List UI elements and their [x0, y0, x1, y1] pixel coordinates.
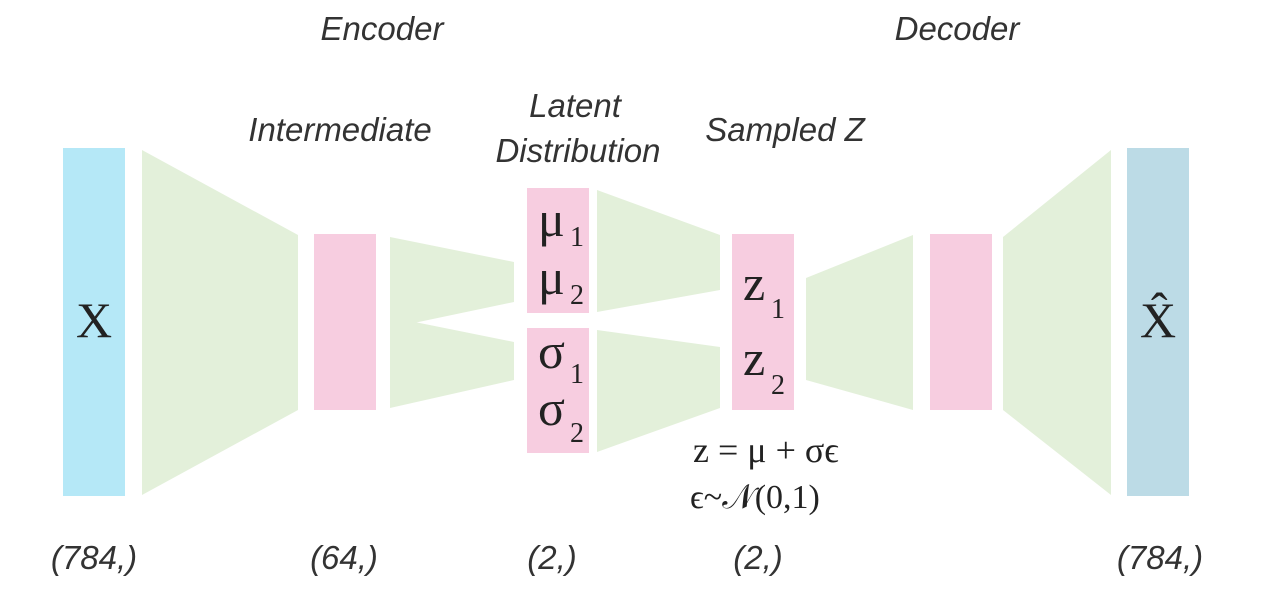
sigma-1-subscript: 1: [570, 359, 584, 390]
latent-label-line1: Latent: [529, 87, 623, 124]
sigma-1-label: σ 1: [538, 323, 584, 390]
intermediate-label: Intermediate: [248, 111, 431, 148]
latent-label-line2: Distribution: [495, 132, 660, 169]
z-1-subscript: 1: [771, 294, 785, 325]
decoder-intermediate-block: [930, 234, 992, 410]
input-symbol: X: [76, 292, 112, 348]
funnel-z-to-decoder-intermediate: [806, 235, 913, 410]
z-1-symbol: z: [743, 255, 765, 311]
sigma-2-subscript: 2: [570, 418, 584, 449]
reparam-equation: z = μ + σϵ: [693, 430, 839, 470]
z-1-label: z 1: [743, 255, 785, 325]
epsilon-distribution: ϵ~𝒩(0,1): [690, 479, 820, 516]
sampled-z-label: Sampled Z: [705, 111, 866, 148]
funnel-input-to-intermediate: [142, 150, 298, 495]
encoder-label: Encoder: [321, 10, 446, 47]
funnel-intermediate-to-sigma: [390, 317, 514, 408]
mu-1-label: μ 1: [538, 191, 584, 253]
funnel-sigma-to-z: [597, 330, 720, 452]
funnel-mu-to-z: [597, 190, 720, 312]
sigma-2-label: σ 2: [538, 380, 584, 449]
input-shape: (784,): [51, 539, 137, 576]
output-shape: (784,): [1117, 539, 1203, 576]
z-2-subscript: 2: [771, 370, 785, 401]
z-2-label: z 2: [743, 330, 785, 401]
sigma-block: [527, 328, 589, 453]
intermediate-block: [314, 234, 376, 410]
output-symbol: X̂: [1140, 291, 1176, 348]
output-block: [1127, 148, 1189, 496]
sampled-shape: (2,): [733, 539, 783, 576]
intermediate-shape: (64,): [310, 539, 378, 576]
mu-1-subscript: 1: [570, 222, 584, 253]
mu-1-symbol: μ: [538, 191, 565, 247]
funnels: [142, 150, 1111, 495]
mu-2-subscript: 2: [570, 280, 584, 311]
sigma-1-symbol: σ: [538, 323, 565, 379]
funnel-intermediate-to-mu: [390, 237, 514, 328]
mu-2-label: μ 2: [538, 249, 584, 311]
latent-shape: (2,): [527, 539, 577, 576]
funnel-decoder-intermediate-to-output: [1003, 150, 1111, 495]
z-block: [732, 234, 794, 410]
mu-2-symbol: μ: [538, 249, 565, 305]
sigma-2-symbol: σ: [538, 380, 565, 436]
decoder-label: Decoder: [895, 10, 1022, 47]
mu-block: [527, 188, 589, 313]
input-block: [63, 148, 125, 496]
z-2-symbol: z: [743, 330, 765, 386]
